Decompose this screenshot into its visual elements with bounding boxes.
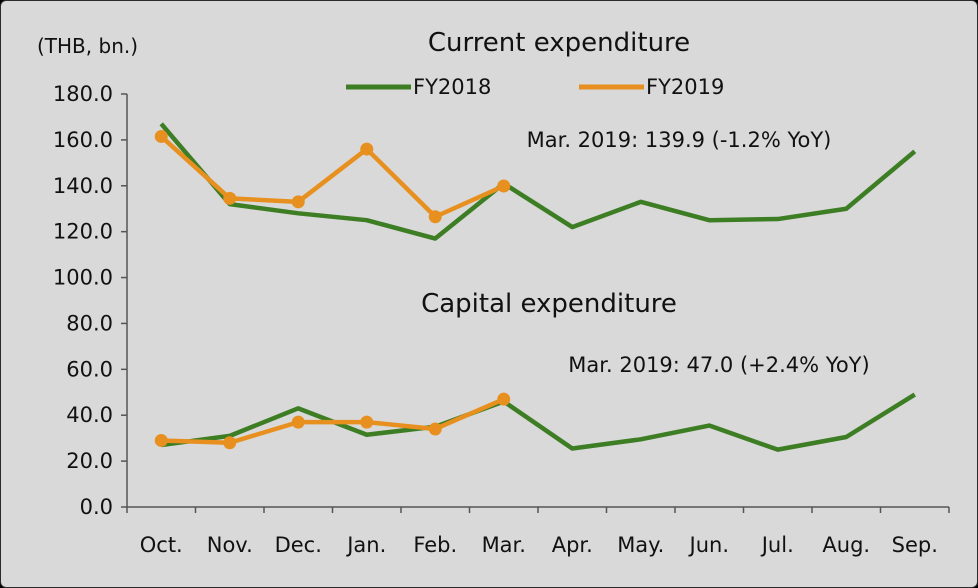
series-line-fy2018-panel-1: [160, 392, 916, 452]
series-line-fy2018-panel-0: [159, 122, 917, 241]
x-tick-label: Jun.: [688, 533, 730, 557]
y-tick-label: 20.0: [66, 449, 113, 473]
labels-layer: (THB, bn.) Current expenditure Mar. 2019…: [37, 28, 870, 377]
x-tick-label: Jul.: [760, 533, 794, 557]
y-tick-label: 100.0: [53, 266, 113, 290]
data-point-fy2019: [154, 433, 168, 447]
data-point-fy2019: [497, 179, 511, 193]
x-tick-label: Aug.: [822, 533, 870, 557]
legend-label-fy2019: FY2019: [646, 75, 724, 99]
x-tick-label: Mar.: [482, 533, 526, 557]
y-tick-label: 40.0: [66, 403, 113, 427]
data-point-fy2019: [428, 422, 442, 436]
data-point-fy2019: [360, 415, 374, 429]
x-tick-label: Jan.: [345, 533, 386, 557]
data-point-fy2019: [428, 210, 442, 224]
capital-expenditure-title: Capital expenditure: [421, 289, 677, 319]
y-tick-label: 160.0: [53, 128, 113, 152]
x-tick-label: Nov.: [207, 533, 253, 557]
data-point-fy2019: [291, 415, 305, 429]
data-point-fy2019: [360, 142, 374, 156]
y-tick-label: 80.0: [66, 311, 113, 335]
series-layer: [154, 122, 917, 452]
data-point-fy2019: [291, 195, 305, 209]
x-tick-label: Sep.: [892, 533, 938, 557]
x-tick-label: May.: [617, 533, 664, 557]
y-tick-label: 120.0: [53, 220, 113, 244]
x-tick-label: Dec.: [275, 533, 322, 557]
legend: FY2018 FY2019: [346, 75, 724, 99]
axes: 0.0 20.0 40.0 60.0 80.0 100.0 120.0 140.0 160.0 1…: [53, 82, 950, 557]
current-expenditure-annotation: Mar. 2019: 139.9 (-1.2% YoY): [527, 128, 832, 152]
series-line-fy2019-panel-1: [161, 397, 505, 446]
legend-label-fy2018: FY2018: [413, 75, 491, 99]
series-line-fy2019-panel-0: [159, 134, 505, 220]
data-point-fy2019: [223, 436, 237, 450]
y-tick-label: 180.0: [53, 82, 113, 106]
current-expenditure-title: Current expenditure: [428, 28, 690, 58]
y-tick-label: 60.0: [66, 357, 113, 381]
x-tick-label: Oct.: [140, 533, 183, 557]
y-tick-label: 0.0: [80, 495, 113, 519]
y-tick-label: 140.0: [53, 174, 113, 198]
x-tick-label: Feb.: [413, 533, 457, 557]
data-point-fy2019: [497, 392, 511, 406]
x-tick-label: Apr.: [552, 533, 593, 557]
data-point-fy2019: [223, 191, 237, 205]
unit-label: (THB, bn.): [37, 34, 138, 58]
capital-expenditure-annotation: Mar. 2019: 47.0 (+2.4% YoY): [568, 353, 869, 377]
data-point-fy2019: [154, 129, 168, 143]
